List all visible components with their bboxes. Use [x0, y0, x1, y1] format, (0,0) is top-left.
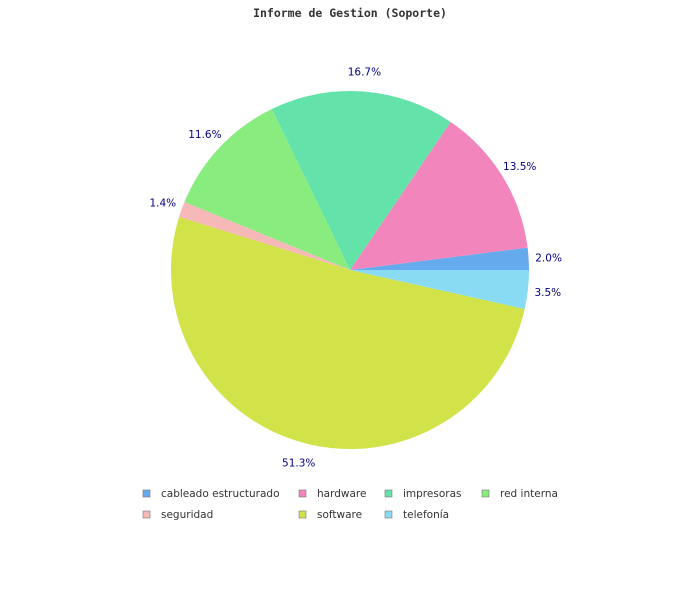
pie-slice-seguridad: [179, 202, 350, 270]
slice-label-red-interna: 11.6%: [188, 129, 221, 141]
percent-labels: 2.0% 13.5% 16.7% 11.6% 1.4% 51.3% 3.5%: [149, 67, 561, 470]
slice-label-hardware: 13.5%: [503, 161, 536, 173]
legend-label: cableado estructurado: [161, 488, 280, 500]
slice-label-seguridad: 1.4%: [149, 198, 176, 210]
pie-slice-hardware: [350, 121, 528, 270]
legend-swatch: [384, 489, 393, 498]
legend-item: red interna: [481, 488, 558, 500]
legend-swatch: [384, 510, 393, 519]
legend-swatch: [298, 510, 307, 519]
legend-label: hardware: [317, 488, 366, 500]
legend-item: telefonía: [384, 509, 449, 521]
chart-title: Informe de Gestion (Soporte): [253, 6, 447, 20]
pie-slice-software: [171, 216, 525, 449]
legend-swatch: [142, 489, 151, 498]
pie-slice-red-interna: [184, 109, 350, 270]
legend-swatch: [298, 489, 307, 498]
legend: cableado estructurado hardware impresoras r…: [142, 488, 558, 521]
legend-item: impresoras: [384, 488, 461, 500]
legend-item: cableado estructurado: [142, 488, 280, 500]
legend-label: seguridad: [161, 509, 213, 521]
legend-label: telefonía: [403, 509, 449, 521]
legend-label: impresoras: [403, 488, 461, 500]
legend-label: software: [317, 509, 362, 521]
legend-swatch: [481, 489, 490, 498]
slice-label-impresoras: 16.7%: [348, 67, 381, 79]
pie-slice-impresoras: [271, 91, 451, 270]
legend-item: software: [298, 509, 362, 521]
legend-swatch: [142, 510, 151, 519]
slice-label-software: 51.3%: [282, 457, 315, 469]
pie-slice-telefonía: [350, 270, 529, 310]
legend-item: seguridad: [142, 509, 213, 521]
legend-item: hardware: [298, 488, 366, 500]
pie-slices: [171, 91, 529, 449]
pie-slice-cableado-estructurado: [350, 247, 529, 270]
legend-label: red interna: [500, 488, 558, 500]
slice-label-telefonía: 3.5%: [534, 287, 561, 299]
slice-label-cableado-estructurado: 2.0%: [535, 253, 562, 265]
